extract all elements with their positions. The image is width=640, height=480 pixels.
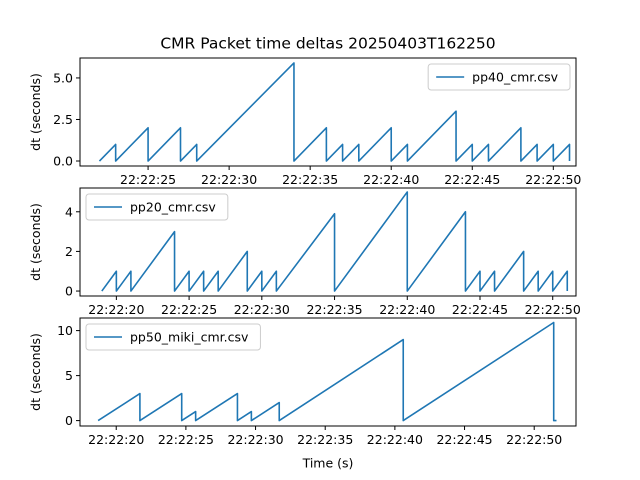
x-tick-label: 22:22:20: [88, 432, 144, 447]
y-axis-label: dt (seconds): [28, 203, 43, 281]
series-line: [97, 321, 557, 422]
x-tick-label: 22:22:50: [506, 432, 562, 447]
subplot-pp40: 22:22:25 22:22:30 22:22:35 22:22:40 22:22:45…: [28, 57, 581, 187]
x-tick-label: 22:22:40: [363, 172, 419, 187]
y-axis-label: dt (seconds): [28, 73, 43, 151]
legend-box: [427, 63, 571, 91]
chart-title: CMR Packet time deltas 20250403T162250: [160, 35, 495, 53]
x-tick-label: 22:22:25: [120, 172, 176, 187]
x-tick-label: 22:22:20: [88, 302, 144, 317]
y-tick-label: 4: [65, 204, 73, 219]
x-tick-label: 22:22:30: [201, 172, 257, 187]
y-tick-label: 10: [57, 323, 73, 338]
legend-label: pp40_cmr.csv: [472, 70, 558, 85]
legend-label: pp50_miki_cmr.csv: [130, 330, 249, 345]
plot-frame: [79, 187, 577, 297]
x-tick-label: 22:22:40: [367, 432, 423, 447]
x-tick-label: 22:22:30: [234, 302, 290, 317]
y-tick-label: 2.5: [53, 112, 73, 127]
x-tick-label: 22:22:50: [525, 302, 581, 317]
legend: pp40_cmr.csv: [427, 63, 571, 91]
legend: pp20_cmr.csv: [85, 193, 229, 221]
y-tick-label: 2: [65, 244, 73, 259]
x-tick-label: 22:22:45: [452, 302, 508, 317]
y-tick-label: 0.0: [53, 154, 73, 169]
x-tick-label: 22:22:35: [297, 432, 353, 447]
series-line: [98, 62, 571, 162]
x-tick-label: 22:22:45: [436, 432, 492, 447]
subplot-pp20: 22:22:20 22:22:25 22:22:30 22:22:35 22:22:40…: [28, 187, 581, 317]
y-tick-label: 5.0: [53, 70, 73, 85]
plot-frame: [79, 317, 577, 427]
x-tick-label: 22:22:45: [444, 172, 500, 187]
legend-box: [85, 323, 261, 351]
legend-box: [85, 193, 229, 221]
legend-label: pp20_cmr.csv: [130, 200, 216, 215]
series-line: [101, 191, 569, 292]
y-tick-label: 5: [65, 368, 73, 383]
legend: pp50_miki_cmr.csv: [85, 323, 261, 351]
x-tick-label: 22:22:50: [525, 172, 581, 187]
x-tick-label: 22:22:30: [227, 432, 283, 447]
x-axis-label: Time (s): [302, 456, 354, 471]
x-tick-label: 22:22:25: [158, 432, 214, 447]
y-axis-label: dt (seconds): [28, 333, 43, 411]
x-tick-label: 22:22:40: [379, 302, 435, 317]
y-tick-label: 0: [65, 413, 73, 428]
subplot-pp50-miki: 22:22:20 22:22:25 22:22:30 22:22:35 22:22:40…: [28, 317, 577, 447]
plot-frame: [79, 57, 577, 167]
x-tick-label: 22:22:25: [161, 302, 217, 317]
y-tick-label: 0: [65, 284, 73, 299]
x-tick-label: 22:22:35: [282, 172, 338, 187]
x-tick-label: 22:22:35: [306, 302, 362, 317]
